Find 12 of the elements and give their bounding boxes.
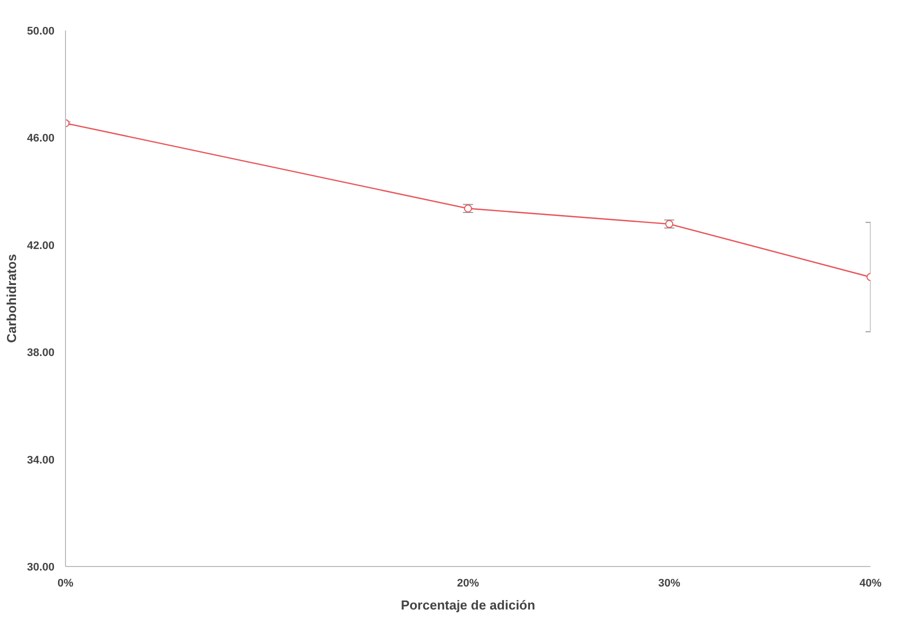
x-tick-label: 40% bbox=[859, 578, 882, 590]
x-tick-label: 20% bbox=[456, 578, 480, 590]
y-axis-title: Carbohidratos bbox=[4, 254, 19, 343]
y-tick-label: 34.00 bbox=[26, 454, 55, 466]
x-tick-label: 0% bbox=[58, 578, 74, 590]
y-tick-label: 30.00 bbox=[26, 562, 55, 574]
y-tick-label: 46.00 bbox=[26, 132, 55, 145]
x-tick-label: 30% bbox=[658, 578, 680, 590]
x-axis-title: Porcentaje de adición bbox=[400, 598, 536, 612]
y-tick-label: 38.00 bbox=[26, 347, 55, 360]
y-tick-label: 42.00 bbox=[26, 240, 55, 252]
y-tick-label: 50.00 bbox=[26, 26, 55, 38]
